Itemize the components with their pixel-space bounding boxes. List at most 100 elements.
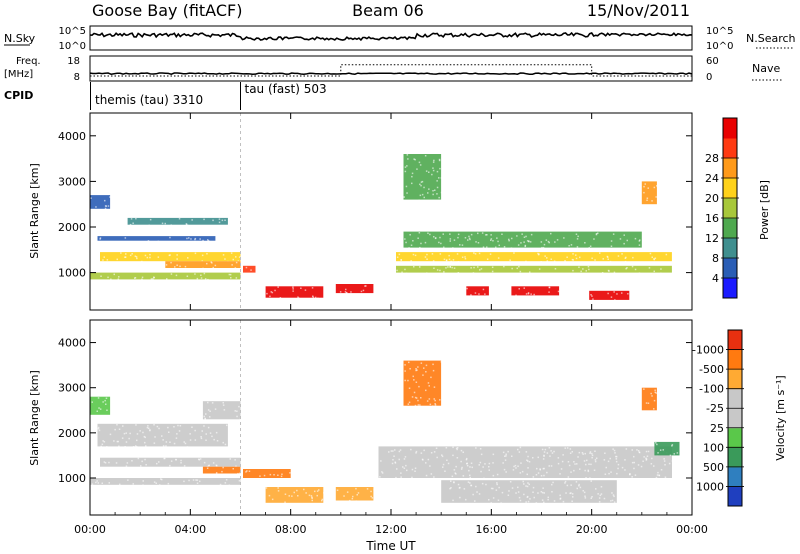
speckle: [564, 480, 567, 483]
speckle: [427, 458, 430, 461]
speckle: [617, 463, 620, 466]
scatter-region: [265, 286, 324, 298]
speckle: [214, 264, 217, 267]
speckle: [520, 462, 522, 464]
speckle: [239, 472, 241, 475]
speckle: [637, 450, 640, 452]
speckle: [371, 497, 374, 499]
speckle: [454, 472, 456, 474]
speckle: [277, 286, 279, 288]
speckle: [162, 445, 165, 447]
speckle: [201, 430, 203, 432]
speckle: [104, 462, 107, 464]
speckle: [466, 464, 469, 467]
speckle: [430, 473, 433, 475]
speckle: [535, 474, 538, 476]
xtick-label: 08:00: [275, 523, 307, 536]
speckle: [125, 253, 127, 255]
speckle: [224, 219, 226, 221]
speckle: [104, 205, 107, 207]
speckle: [432, 190, 434, 192]
speckle: [209, 416, 211, 418]
speckle: [178, 218, 181, 220]
speckle: [610, 471, 612, 473]
colorbar-tick-label: 24: [705, 172, 719, 185]
speckle: [351, 497, 354, 500]
speckle: [201, 260, 203, 262]
speckle: [408, 387, 411, 389]
speckle: [218, 221, 221, 224]
speckle: [595, 233, 598, 236]
speckle: [573, 469, 575, 472]
speckle: [189, 439, 192, 441]
speckle: [438, 241, 440, 244]
speckle: [228, 484, 231, 486]
speckle: [575, 254, 577, 256]
colorbar-tick-label: 500: [703, 461, 724, 474]
speckle: [415, 452, 417, 454]
speckle: [625, 448, 628, 450]
speckle: [345, 288, 347, 291]
speckle: [593, 238, 595, 240]
speckle: [452, 247, 454, 249]
speckle: [183, 480, 185, 483]
scatter-region: [378, 446, 672, 478]
speckle: [484, 293, 486, 295]
speckle: [548, 465, 550, 467]
speckle: [585, 477, 587, 479]
speckle: [204, 278, 207, 280]
speckle: [478, 293, 480, 295]
speckle: [238, 405, 240, 408]
speckle: [569, 492, 571, 495]
speckle: [199, 458, 202, 460]
speckle: [553, 500, 556, 502]
speckle: [97, 397, 100, 399]
speckle: [145, 445, 147, 447]
speckle: [425, 474, 428, 477]
speckle: [370, 495, 372, 498]
speckle: [579, 486, 582, 489]
speckle: [314, 296, 317, 299]
speckle: [167, 426, 169, 429]
speckle: [125, 432, 127, 434]
speckle: [495, 489, 498, 491]
speckle: [99, 238, 101, 240]
speckle: [202, 239, 204, 242]
speckle: [573, 461, 575, 463]
speckle: [103, 256, 105, 258]
speckle: [429, 403, 432, 406]
speckle: [425, 364, 428, 367]
speckle: [589, 245, 592, 247]
speckle: [541, 246, 543, 249]
speckle: [548, 447, 551, 449]
speckle: [191, 426, 193, 428]
speckle: [525, 485, 527, 487]
speckle: [480, 268, 483, 270]
speckle: [591, 454, 594, 457]
speckle: [113, 440, 115, 442]
speckle: [432, 193, 434, 196]
speckle: [623, 234, 625, 236]
speckle: [124, 237, 127, 239]
speckle: [519, 472, 522, 474]
speckle: [626, 267, 628, 269]
speckle: [644, 183, 646, 185]
speckle: [502, 462, 504, 464]
speckle: [570, 484, 572, 486]
speckle: [102, 440, 104, 442]
speckle: [135, 217, 137, 220]
speckle: [547, 240, 550, 243]
scatter-region: [243, 469, 291, 478]
speckle: [490, 487, 493, 490]
speckle: [569, 452, 572, 454]
speckle: [585, 463, 587, 466]
speckle: [408, 361, 410, 364]
speckle: [496, 237, 498, 239]
speckle: [478, 493, 481, 495]
speckle: [604, 473, 607, 475]
speckle: [472, 272, 475, 274]
speckle: [532, 457, 534, 459]
speckle: [101, 443, 104, 446]
speckle: [498, 244, 500, 247]
speckle: [523, 287, 525, 289]
